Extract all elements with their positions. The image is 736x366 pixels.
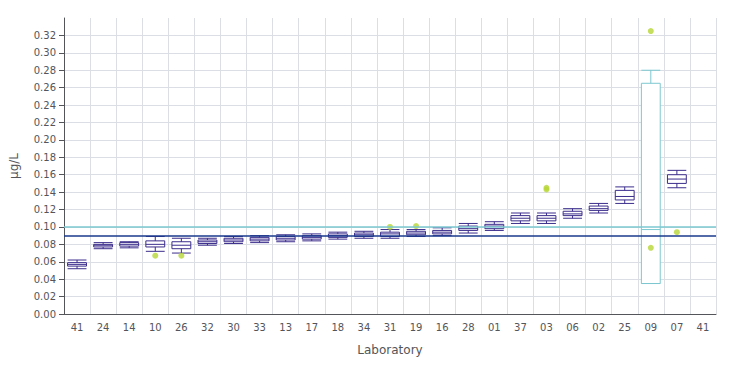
svg-text:0.22: 0.22	[34, 117, 56, 128]
svg-text:0.20: 0.20	[34, 134, 56, 145]
svg-text:14: 14	[123, 322, 136, 333]
svg-text:33: 33	[253, 322, 266, 333]
svg-text:31: 31	[384, 322, 397, 333]
svg-text:28: 28	[462, 322, 475, 333]
svg-text:Laboratory: Laboratory	[357, 343, 422, 357]
svg-text:0.24: 0.24	[34, 100, 56, 111]
svg-text:02: 02	[592, 322, 605, 333]
svg-text:26: 26	[175, 322, 188, 333]
svg-text:0.10: 0.10	[34, 221, 56, 232]
svg-text:37: 37	[514, 322, 527, 333]
svg-text:24: 24	[97, 322, 110, 333]
svg-text:0.30: 0.30	[34, 47, 56, 58]
svg-text:0.26: 0.26	[34, 82, 56, 93]
svg-text:25: 25	[618, 322, 631, 333]
svg-text:07: 07	[671, 322, 684, 333]
svg-text:41: 41	[71, 322, 84, 333]
svg-text:0.16: 0.16	[34, 169, 56, 180]
svg-text:0.04: 0.04	[34, 274, 56, 285]
svg-text:19: 19	[410, 322, 423, 333]
svg-text:18: 18	[331, 322, 344, 333]
svg-text:03: 03	[540, 322, 553, 333]
svg-text:13: 13	[279, 322, 292, 333]
svg-text:34: 34	[358, 322, 371, 333]
svg-text:41: 41	[697, 322, 710, 333]
svg-text:0.12: 0.12	[34, 204, 56, 215]
svg-text:0.32: 0.32	[34, 30, 56, 41]
svg-text:06: 06	[566, 322, 579, 333]
svg-text:16: 16	[436, 322, 449, 333]
svg-text:17: 17	[305, 322, 318, 333]
svg-text:32: 32	[201, 322, 214, 333]
svg-text:0.28: 0.28	[34, 65, 56, 76]
svg-text:0.18: 0.18	[34, 152, 56, 163]
svg-text:10: 10	[149, 322, 162, 333]
svg-text:0.02: 0.02	[34, 291, 56, 302]
svg-text:01: 01	[488, 322, 501, 333]
svg-text:0.06: 0.06	[34, 256, 56, 267]
svg-text:09: 09	[644, 322, 657, 333]
svg-text:30: 30	[227, 322, 240, 333]
svg-text:0.14: 0.14	[34, 187, 56, 198]
svg-text:μg/L: μg/L	[7, 153, 21, 179]
svg-text:0.00: 0.00	[34, 309, 56, 320]
svg-text:0.08: 0.08	[34, 239, 56, 250]
